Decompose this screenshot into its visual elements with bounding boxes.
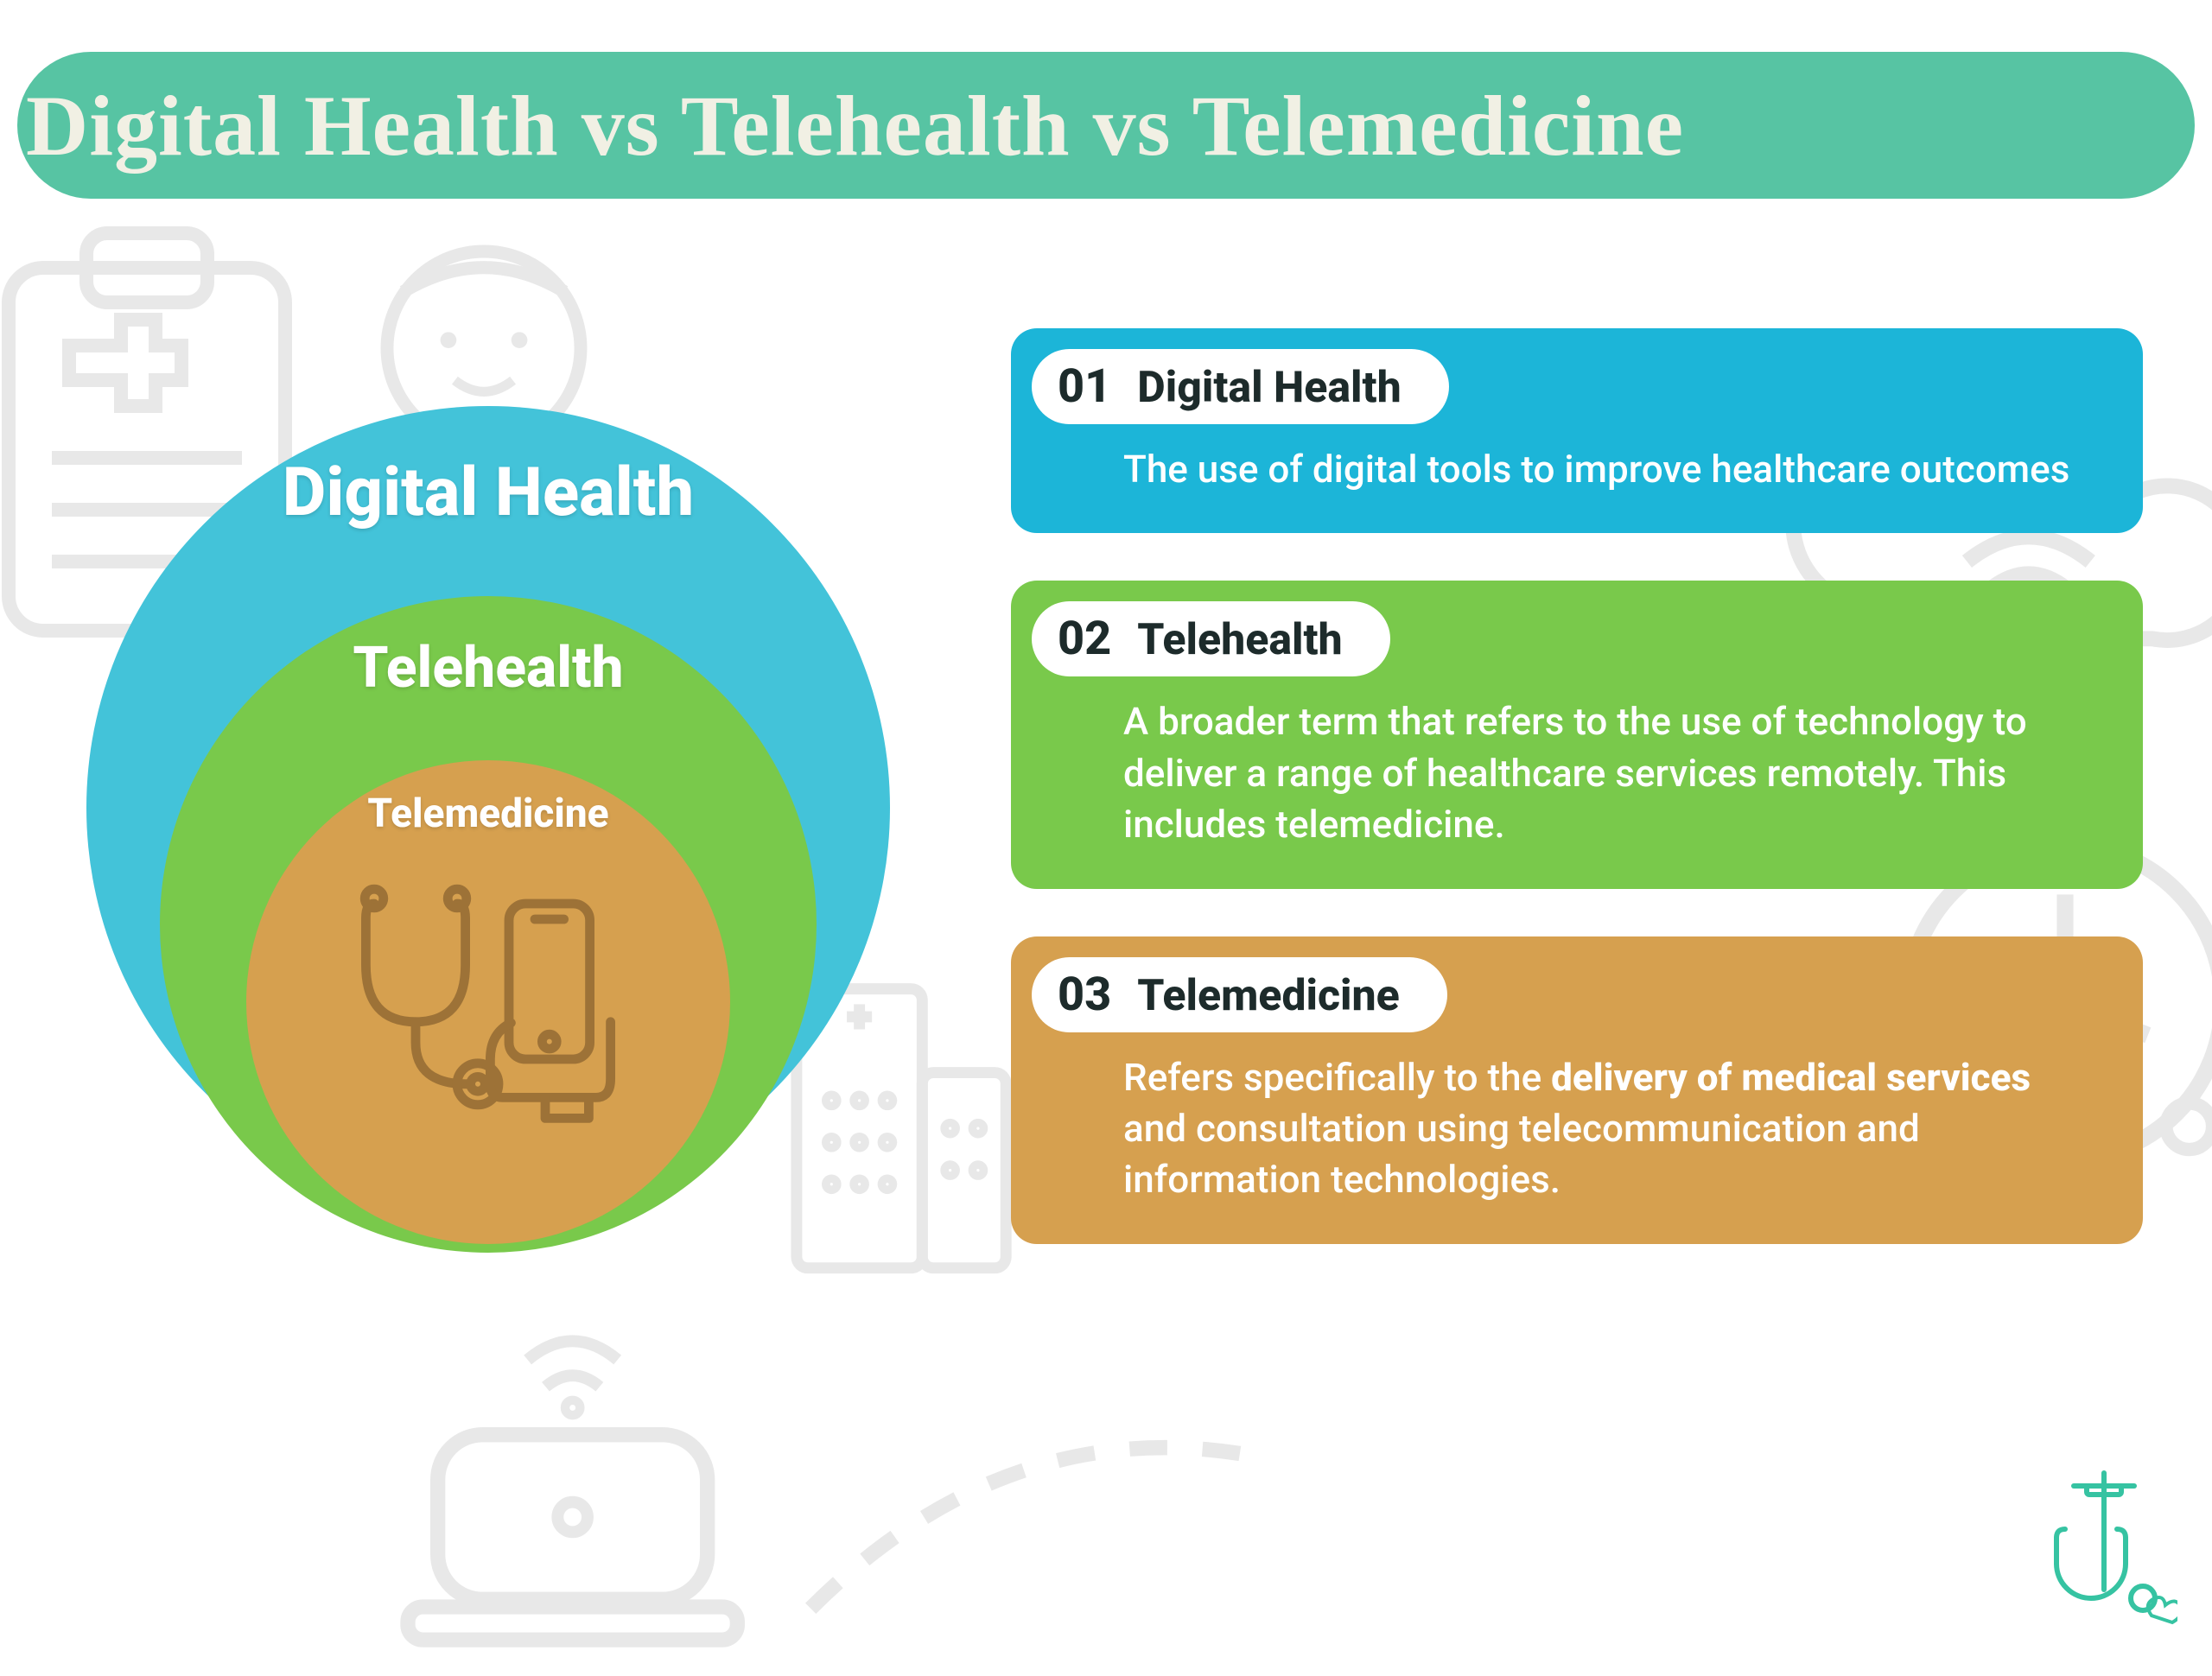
card-pill: 03 Telemedicine [1032, 957, 1447, 1032]
stethoscope-phone-icon [333, 864, 644, 1140]
card-telemedicine: 03 Telemedicine Refers specifically to t… [1011, 936, 2143, 1244]
infographic-canvas: Digital Health vs Telehealth vs Telemedi… [0, 0, 2212, 1659]
card-body: The use of digital tools to improve heal… [1123, 444, 2100, 495]
venn-inner-circle: Telemedicine [246, 760, 730, 1244]
card-title: Digital Health [1137, 363, 1401, 413]
card-number: 03 [1058, 968, 1111, 1022]
venn-diagram: Digital Health Telehealth Telemedicine [78, 354, 899, 1261]
card-digital-health: 01 Digital Health The use of digital too… [1011, 328, 2143, 533]
card-number: 02 [1058, 612, 1111, 666]
title-bar: Digital Health vs Telehealth vs Telemedi… [17, 52, 2195, 199]
brand-logo-icon [2022, 1460, 2177, 1633]
card-number: 01 [1058, 359, 1111, 414]
card-pill: 02 Telehealth [1032, 601, 1390, 676]
card-telehealth: 02 Telehealth A broader term that refers… [1011, 581, 2143, 888]
card-title: Telehealth [1137, 615, 1342, 665]
page-title: Digital Health vs Telehealth vs Telemedi… [26, 76, 1684, 175]
card-pill: 01 Digital Health [1032, 349, 1449, 424]
card-body: Refers specifically to the delivery of m… [1123, 1052, 2100, 1206]
bg-laptop-wifi-icon [363, 1313, 812, 1676]
bg-dashed-curve-icon [778, 1382, 1296, 1659]
card-body: A broader term that refers to the use of… [1123, 696, 2100, 850]
definition-cards: 01 Digital Health The use of digital too… [1011, 328, 2143, 1244]
card-title: Telemedicine [1137, 971, 1400, 1021]
